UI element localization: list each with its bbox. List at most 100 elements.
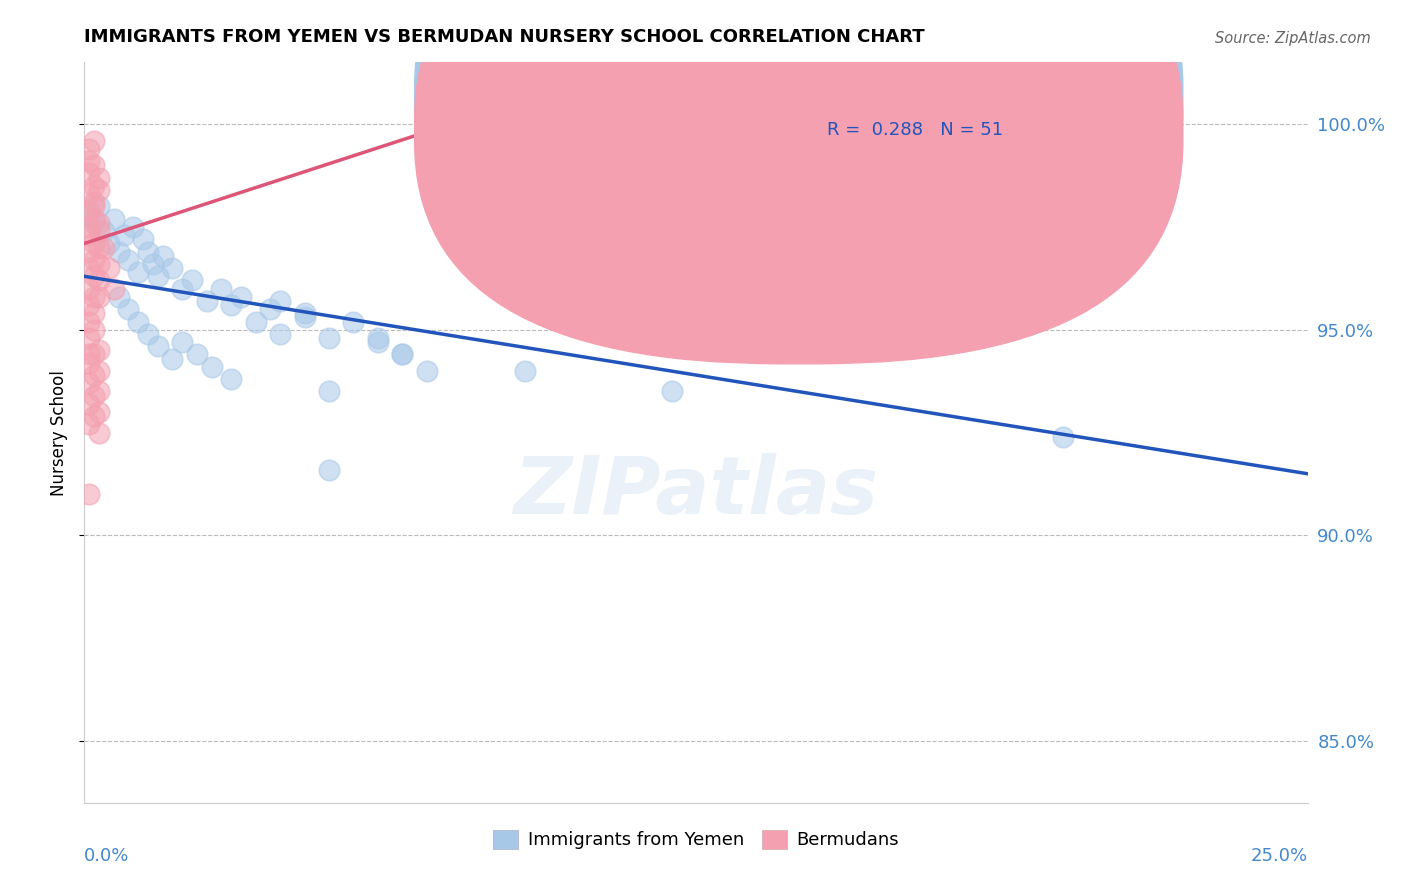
Point	[87, 273, 110, 287]
Point	[229, 290, 252, 304]
Point	[77, 208, 100, 222]
FancyBboxPatch shape	[758, 66, 1180, 159]
Point	[77, 347, 100, 361]
Point	[87, 364, 110, 378]
Point	[77, 356, 100, 370]
Point	[77, 154, 100, 169]
Point	[117, 252, 139, 267]
Point	[107, 244, 129, 259]
Point	[122, 219, 145, 234]
Point	[77, 376, 100, 391]
Point	[87, 343, 110, 358]
Point	[318, 384, 340, 399]
Point	[77, 397, 100, 411]
Text: R = -0.453   N = 51: R = -0.453 N = 51	[827, 88, 1004, 106]
Point	[83, 236, 105, 251]
FancyBboxPatch shape	[415, 0, 1182, 364]
Point	[77, 228, 100, 243]
Point	[219, 298, 242, 312]
Point	[513, 364, 536, 378]
Point	[294, 306, 316, 320]
Point	[661, 384, 683, 399]
Text: IMMIGRANTS FROM YEMEN VS BERMUDAN NURSERY SCHOOL CORRELATION CHART: IMMIGRANTS FROM YEMEN VS BERMUDAN NURSER…	[84, 28, 925, 45]
Point	[83, 134, 105, 148]
Point	[127, 314, 149, 328]
Point	[391, 347, 413, 361]
Point	[77, 487, 100, 501]
Point	[97, 236, 120, 251]
Point	[93, 224, 115, 238]
Point	[87, 240, 110, 254]
Point	[117, 302, 139, 317]
Text: 0.0%: 0.0%	[84, 847, 129, 865]
Point	[107, 290, 129, 304]
Point	[83, 211, 105, 226]
Point	[83, 409, 105, 424]
Point	[77, 314, 100, 328]
Point	[77, 219, 100, 234]
Point	[181, 273, 204, 287]
Point	[391, 347, 413, 361]
Legend: Immigrants from Yemen, Bermudans: Immigrants from Yemen, Bermudans	[486, 823, 905, 856]
Point	[219, 372, 242, 386]
Text: Source: ZipAtlas.com: Source: ZipAtlas.com	[1215, 31, 1371, 46]
Point	[83, 290, 105, 304]
Point	[103, 211, 125, 226]
Point	[77, 298, 100, 312]
Point	[162, 261, 184, 276]
Point	[87, 257, 110, 271]
Point	[87, 290, 110, 304]
FancyBboxPatch shape	[415, 0, 1182, 331]
Point	[142, 257, 165, 271]
Point	[132, 232, 155, 246]
Point	[97, 261, 120, 276]
Point	[87, 405, 110, 419]
Point	[83, 306, 105, 320]
Point	[87, 170, 110, 185]
Point	[83, 368, 105, 382]
Point	[367, 335, 389, 350]
Point	[83, 216, 105, 230]
Y-axis label: Nursery School: Nursery School	[49, 369, 67, 496]
Point	[146, 269, 169, 284]
Point	[146, 339, 169, 353]
Point	[172, 335, 194, 350]
Point	[269, 293, 291, 308]
Point	[83, 323, 105, 337]
Point	[200, 359, 222, 374]
Point	[93, 240, 115, 254]
Point	[83, 269, 105, 284]
Text: R =  0.288   N = 51: R = 0.288 N = 51	[827, 120, 1002, 139]
Point	[77, 244, 100, 259]
Point	[152, 249, 174, 263]
Point	[83, 388, 105, 402]
Point	[195, 293, 218, 308]
Text: ZIPatlas: ZIPatlas	[513, 453, 879, 531]
Point	[112, 228, 135, 243]
Point	[416, 364, 439, 378]
Point	[318, 462, 340, 476]
Point	[318, 331, 340, 345]
Point	[136, 326, 159, 341]
Point	[77, 166, 100, 180]
Point	[172, 282, 194, 296]
Point	[77, 203, 100, 218]
Point	[83, 195, 105, 210]
Point	[127, 265, 149, 279]
Point	[87, 199, 110, 213]
Point	[83, 178, 105, 193]
Point	[1052, 430, 1074, 444]
Point	[77, 261, 100, 276]
Point	[83, 347, 105, 361]
Point	[342, 314, 364, 328]
Point	[186, 347, 208, 361]
Point	[87, 216, 110, 230]
Point	[77, 187, 100, 202]
Point	[83, 199, 105, 213]
Point	[83, 252, 105, 267]
Point	[269, 326, 291, 341]
Point	[367, 331, 389, 345]
Point	[87, 224, 110, 238]
Point	[77, 331, 100, 345]
Point	[77, 282, 100, 296]
